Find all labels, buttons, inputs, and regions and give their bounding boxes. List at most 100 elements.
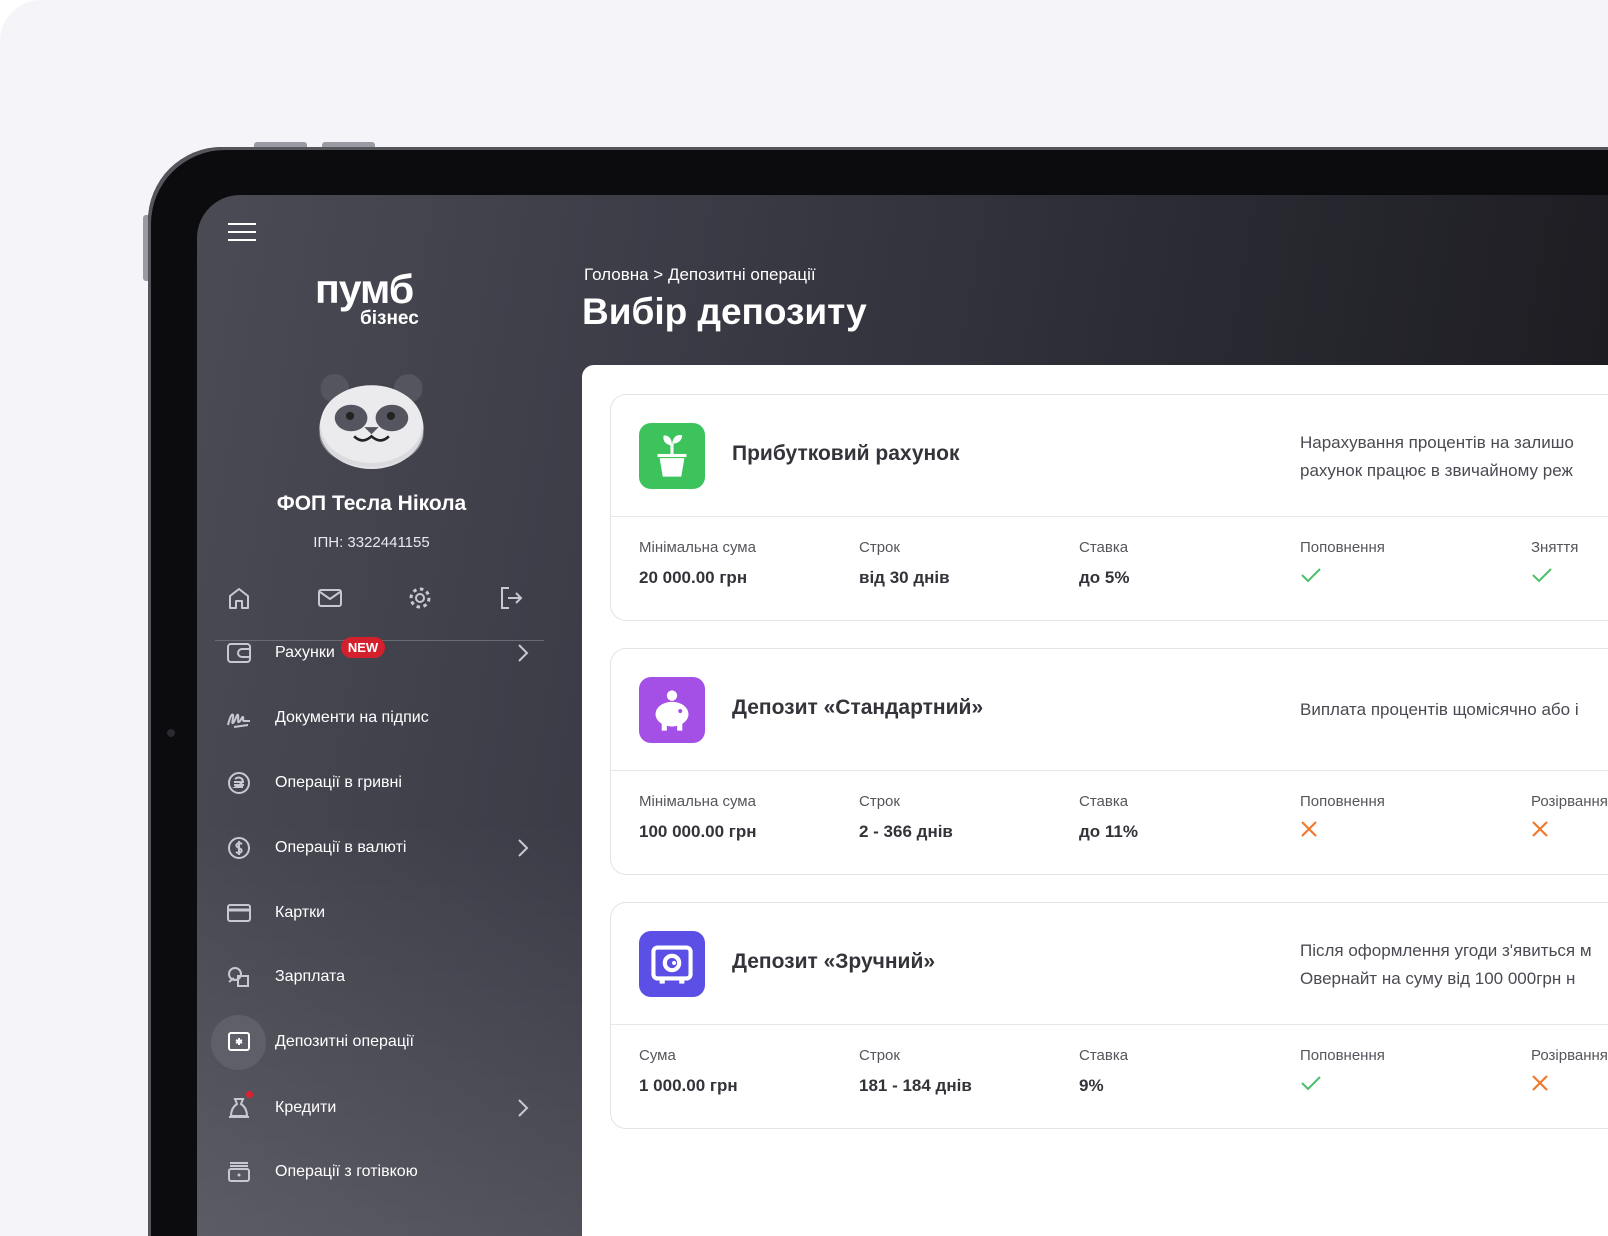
chevron-right-icon [518,839,529,857]
device-button [143,215,149,281]
hryvnia-icon [211,756,266,811]
chevron-right-icon [518,644,529,662]
stat-label: Строк [859,793,900,810]
deposit-title: Депозит «Зручний» [732,950,936,973]
deposit-flag: Поповнення [1300,793,1385,843]
deposit-flag: Поповнення [1300,1047,1385,1097]
sidebar-item[interactable]: Операції в гривні [211,755,541,811]
avatar [319,374,424,469]
breadcrumb[interactable]: Головна > Депозитні операції [584,265,816,284]
gear-icon[interactable] [407,585,433,611]
sidebar-item-label: Операції в гривні [275,774,402,791]
deposit-card[interactable]: Депозит «Стандартний» Виплата процентів … [610,648,1608,875]
deposit-description: Нарахування процентів на залишо рахунок п… [1300,429,1574,485]
sidebar-item[interactable]: Кредити [211,1080,541,1136]
description-line: Після оформлення угоди з'явиться м [1300,941,1592,960]
chevron-right-icon [518,1099,529,1117]
sidebar-item[interactable]: Операції з готівкою [211,1144,541,1200]
deposit-description: Виплата процентів щомісячно або і [1300,696,1579,724]
safe-box-icon [639,931,705,997]
wallet-icon [211,626,266,681]
description-line: Нарахування процентів на залишо [1300,433,1574,452]
user-inn: ІПН: 3322441155 [313,534,430,551]
deposit-stat: Ставка до 5% [1079,539,1129,588]
deposit-stat: Строк від 30 днів [859,539,950,588]
flag-label: Поповнення [1300,1047,1385,1064]
screen: пумб бізнес ФОП Тесла Нікола ІПН: 332244… [197,195,1608,1236]
stat-label: Ставка [1079,539,1129,556]
stat-value: від 30 днів [859,568,950,587]
logo-sub: бізнес [360,308,419,329]
deposit-stat: Сума 1 000.00 грн [639,1047,738,1096]
flag-label: Поповнення [1300,539,1385,556]
sidebar-item-label: Операції в валюті [275,839,407,856]
deposit-stat: Строк 2 - 366 днів [859,793,953,842]
deposit-stat: Мінімальна сума 20 000.00 грн [639,539,756,588]
sidebar-item-label: Депозитні операції [275,1033,414,1050]
check-icon [1301,568,1321,583]
page-title: Вибір депозиту [582,291,867,332]
sidebar-item[interactable]: Рахунки NEW [211,625,541,681]
cross-icon [1532,1075,1548,1091]
stat-label: Сума [639,1047,676,1064]
piggy-bank-icon [639,677,705,743]
description-line: Овернайт на суму від 100 000грн н [1300,969,1576,988]
deposit-card[interactable]: Депозит «Зручний» Після оформлення угоди… [610,902,1608,1129]
sidebar-item-label: Документи на підпис [275,709,429,726]
salary-icon [211,950,266,1005]
sidebar-item[interactable]: Документи на підпис [211,690,541,746]
stat-label: Мінімальна сума [639,793,756,810]
deposit-stat: Мінімальна сума 100 000.00 грн [639,793,757,842]
cross-icon [1532,821,1548,837]
stat-value: 20 000.00 грн [639,568,748,587]
deposit-list: Прибутковий рахунок Нарахування проценті… [582,365,1608,1236]
stat-value: 9% [1079,1076,1104,1095]
stat-label: Мінімальна сума [639,539,756,556]
signature-icon [211,691,266,746]
description-line: Виплата процентів щомісячно або і [1300,700,1579,719]
device-button [254,142,307,148]
plant-icon [639,423,705,489]
sidebar-item[interactable]: Зарплата [211,949,541,1005]
camera [167,729,175,737]
sidebar-item[interactable]: Операції в валюті [211,820,541,876]
home-icon[interactable] [226,585,252,611]
deposit-flag: Розірвання [1531,793,1608,843]
logout-icon[interactable] [498,585,524,611]
logo: пумб бізнес [315,266,419,329]
deposit-description: Після оформлення угоди з'явиться м Оверна… [1300,937,1592,993]
device-button [322,142,375,148]
flag-label: Зняття [1531,539,1579,556]
stat-label: Строк [859,1047,900,1064]
moneybag-icon [211,1081,266,1136]
sidebar-item[interactable]: Депозитні операції [211,1014,541,1070]
stat-value: до 11% [1079,822,1138,841]
deposit-flag: Зняття [1531,539,1578,589]
card-header: Прибутковий рахунок Нарахування проценті… [611,395,1608,517]
sidebar-item-label: Кредити [275,1099,337,1116]
notification-dot [246,1090,253,1098]
deposit-card[interactable]: Прибутковий рахунок Нарахування проценті… [610,394,1608,621]
sidebar-item-label: Операції з готівкою [275,1163,418,1180]
sidebar [197,195,582,1236]
description-line: рахунок працює в звичайному реж [1300,461,1573,480]
cross-icon [1301,821,1317,837]
logo-main: пумб [315,266,414,312]
flag-label: Розірвання [1531,1047,1608,1064]
stat-label: Ставка [1079,793,1129,810]
deposit-flag: Поповнення [1300,539,1385,589]
check-icon [1532,568,1552,583]
flag-label: Розірвання [1531,793,1608,810]
sidebar-item-label: Картки [275,904,326,921]
stat-label: Ставка [1079,1047,1129,1064]
user-name: ФОП Тесла Нікола [276,492,467,515]
check-icon [1301,1076,1321,1091]
dollar-icon [211,821,266,876]
menu-icon[interactable] [228,223,256,243]
sidebar-item-label: Рахунки [275,644,335,661]
deposit-stat: Ставка до 11% [1079,793,1138,842]
mail-icon[interactable] [317,585,343,611]
stat-label: Строк [859,539,900,556]
stat-value: 2 - 366 днів [859,822,953,841]
sidebar-item[interactable]: Картки [211,885,541,941]
